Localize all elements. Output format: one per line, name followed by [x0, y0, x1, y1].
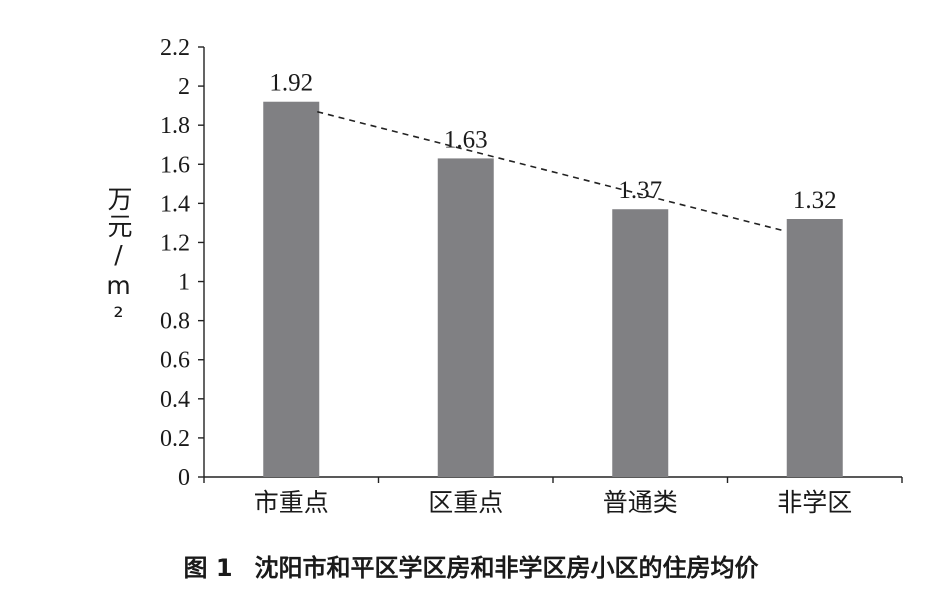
bar: [612, 209, 669, 477]
y-tick-label: 2.2: [160, 35, 190, 61]
y-tick-label: 0.2: [160, 426, 190, 452]
x-category-label: 区重点: [428, 488, 503, 517]
data-label: 1.32: [793, 187, 837, 214]
data-label: 1.92: [269, 70, 313, 97]
bar: [263, 101, 320, 478]
bar: [786, 219, 843, 477]
figure-caption: 图 1 沈阳市和平区学区房和非学区房小区的住房均价: [0, 548, 942, 583]
y-tick-label: 0.8: [160, 309, 190, 335]
caption-text: 沈阳市和平区学区房和非学区房小区的住房均价: [254, 554, 759, 582]
data-label: 1.63: [444, 126, 488, 153]
y-axis-label: 万元/m²: [104, 186, 133, 333]
bar-chart: 0 0.2 0.4 0.6 0.8 1 1.2 1.4 1.6 1.8 2 2.2 1.92 市重点 1.6…: [160, 35, 903, 517]
y-tick-label: 1.8: [160, 113, 190, 139]
x-category-label: 普通类: [603, 488, 678, 517]
y-tick-label: 0: [178, 465, 190, 491]
trend-line: [317, 110, 785, 232]
caption-number: 图 1: [183, 554, 233, 582]
y-tick-label: 1.4: [160, 191, 190, 217]
x-category-label: 非学区: [777, 488, 852, 517]
bar: [437, 158, 494, 477]
y-tick-label: 1.2: [160, 230, 190, 256]
y-tick-label: 2: [178, 74, 190, 100]
x-category-label: 市重点: [254, 488, 329, 517]
data-label: 1.37: [618, 177, 662, 204]
y-tick-label: 0.4: [160, 387, 190, 413]
y-tick-label: 0.6: [160, 348, 190, 374]
y-tick-label: 1: [178, 270, 190, 296]
y-tick-label: 1.6: [160, 152, 190, 178]
